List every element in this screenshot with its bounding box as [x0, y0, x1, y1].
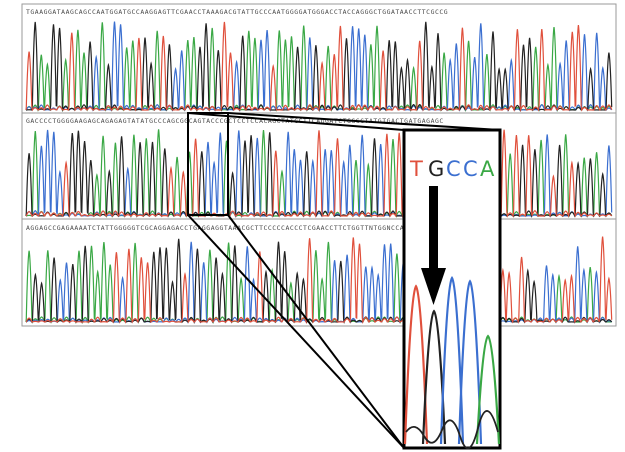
trace-row-3: [25, 236, 613, 325]
zoom-base-3: C: [446, 157, 461, 181]
zoom-panel: [402, 128, 502, 450]
zoom-base-4: C: [463, 157, 478, 181]
trace-T: [25, 236, 613, 325]
callout-line: [227, 214, 405, 449]
callout-line: [187, 112, 405, 131]
zoom-peak-T: [403, 284, 429, 445]
highlight-box: [187, 112, 229, 216]
sequence-row-2: GACCCCTGGGGAAGAGCAGAGAGTATATGCCCAGCGGCAG…: [26, 117, 444, 125]
down-arrow-icon: [421, 186, 446, 305]
trace-T: [25, 21, 613, 113]
sequence-row-3: AGGAGCCGAGAAAATCTATTGGGGGTCGCAGGAGACCTGA…: [26, 224, 439, 232]
zoom-base-2: G: [428, 157, 444, 181]
zoom-peak-C: [439, 275, 465, 445]
trace-row-2: [25, 129, 613, 219]
zoom-noise-trace: [405, 410, 499, 449]
zoom-peak-A: [475, 334, 501, 445]
zoom-base-1: T: [409, 157, 423, 181]
zoom-peak-C: [457, 279, 483, 445]
callout-line: [227, 112, 501, 131]
trace-row-1: [25, 21, 613, 113]
zoom-base-5: A: [480, 157, 495, 181]
zoom-traces: [403, 275, 501, 449]
trace-T: [25, 129, 613, 219]
callout-line: [187, 214, 405, 449]
chromatogram-panel: [21, 3, 617, 327]
sequence-row-1: TGAAGGATAAGCAGCCAATGGATGCCAAGGAGTTCGAACC…: [26, 8, 448, 16]
zoom-peak-G: [421, 309, 447, 445]
